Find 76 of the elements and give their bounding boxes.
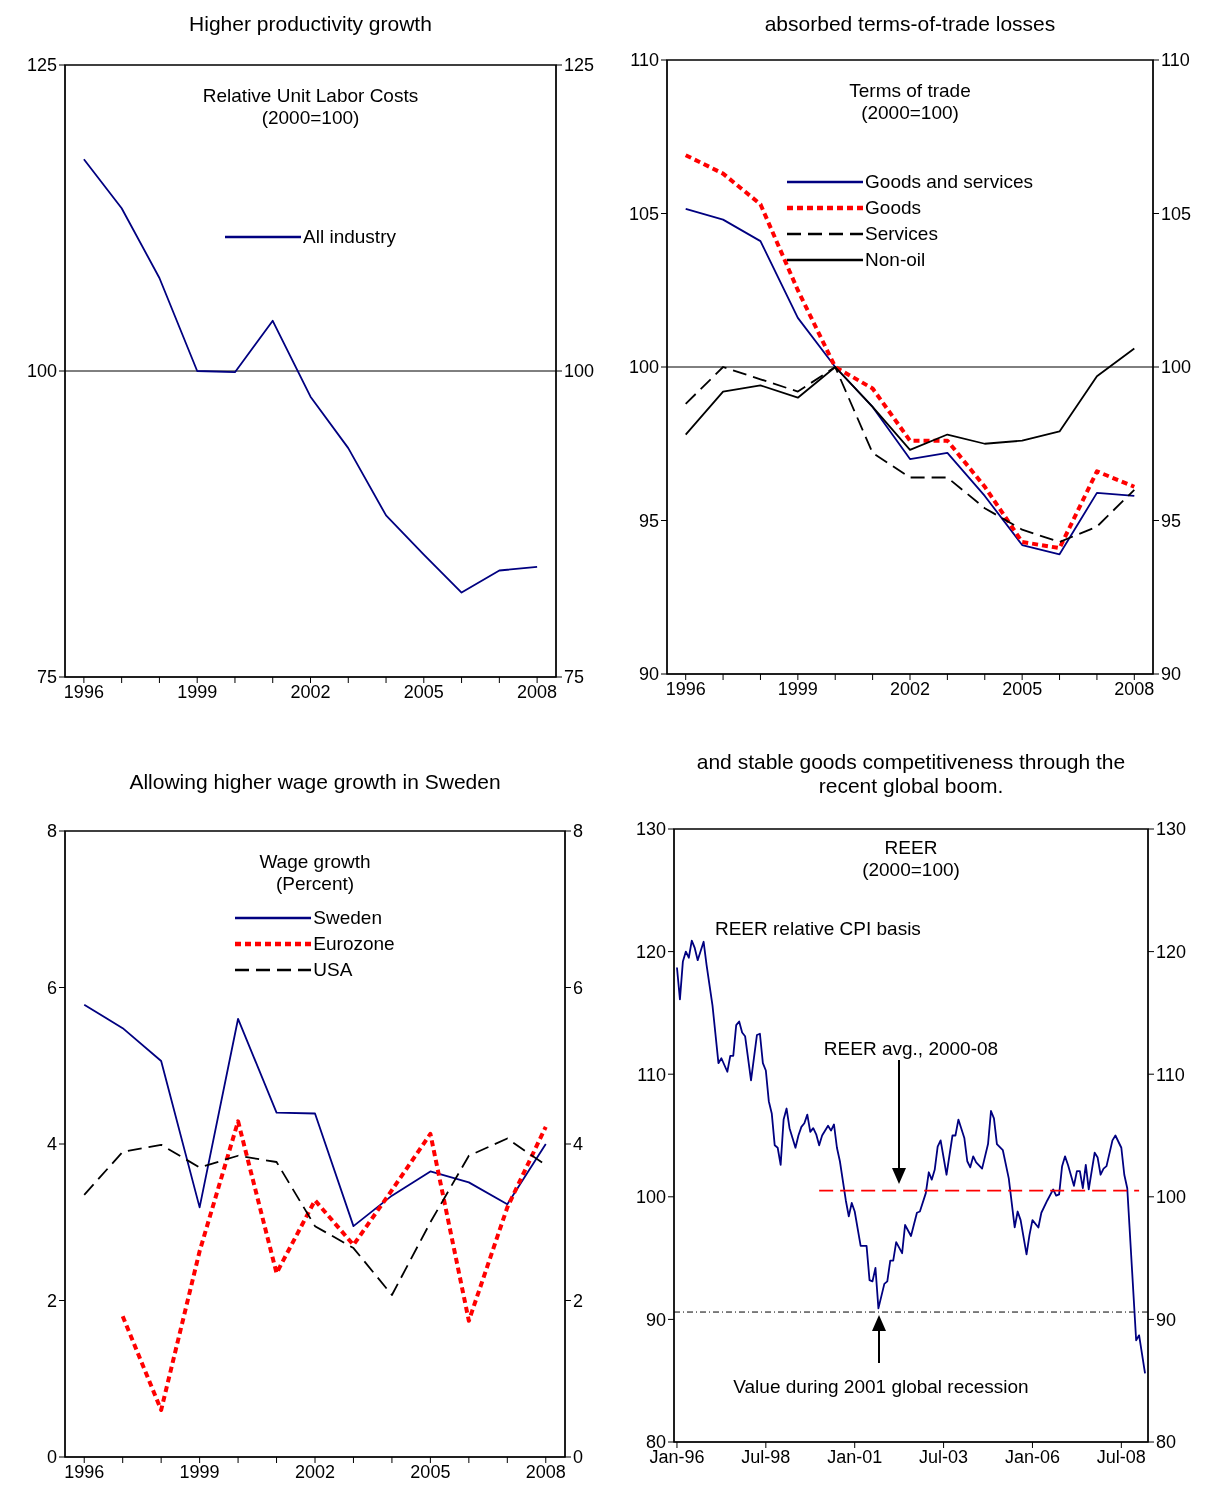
x-tick-label: 2002 bbox=[290, 681, 331, 702]
y-tick-label: 130 bbox=[635, 819, 666, 840]
x-tick-label: 2002 bbox=[889, 678, 931, 699]
annotation: REER avg., 2000-08 bbox=[822, 1038, 1000, 1060]
y-tick-label: 95 bbox=[638, 510, 659, 531]
x-tick-label: Jul-08 bbox=[1096, 1446, 1146, 1467]
y2-tick-label: 105 bbox=[1161, 203, 1192, 224]
annotation: REER (2000=100) bbox=[861, 837, 961, 881]
legend-title: Relative Unit Labor Costs (2000=100) bbox=[201, 85, 420, 129]
x-tick-label: 1999 bbox=[179, 1461, 220, 1482]
legend-label: Goods bbox=[865, 197, 922, 219]
legend-label: Sweden bbox=[313, 907, 382, 929]
legend-label: USA bbox=[313, 959, 353, 981]
y-tick-label: 4 bbox=[46, 1134, 57, 1155]
y2-tick-label: 8 bbox=[573, 821, 584, 842]
y-tick-label: 2 bbox=[46, 1290, 57, 1311]
y2-tick-label: 0 bbox=[573, 1447, 584, 1468]
y2-tick-label: 6 bbox=[573, 977, 584, 998]
legend-title: Wage growth (Percent) bbox=[258, 851, 372, 895]
legend-label: Non-oil bbox=[865, 249, 926, 271]
y2-tick-label: 100 bbox=[564, 361, 595, 382]
y2-tick-label: 130 bbox=[1156, 819, 1187, 840]
chart-title: and stable goods competitiveness through the recent global boom. bbox=[695, 750, 1127, 798]
x-tick-label: Jan-06 bbox=[1004, 1446, 1060, 1467]
x-tick-label: 1996 bbox=[665, 678, 706, 699]
y2-tick-label: 100 bbox=[1161, 357, 1192, 378]
x-tick-label: 2005 bbox=[403, 681, 444, 702]
y-tick-label: 100 bbox=[26, 361, 57, 382]
x-tick-label: 1999 bbox=[777, 678, 818, 699]
x-tick-label: 2008 bbox=[517, 681, 558, 702]
x-tick-label: Jul-03 bbox=[919, 1446, 969, 1467]
y2-tick-label: 110 bbox=[1161, 50, 1190, 71]
y2-tick-label: 125 bbox=[564, 55, 595, 76]
legend-label: All industry bbox=[303, 226, 396, 248]
legend-label: Goods and services bbox=[865, 171, 1033, 193]
y-tick-label: 8 bbox=[46, 821, 57, 842]
x-tick-label: 2008 bbox=[1114, 678, 1155, 699]
y-tick-label: 90 bbox=[638, 664, 659, 685]
y-tick-label: 0 bbox=[46, 1447, 57, 1468]
y-tick-label: 75 bbox=[36, 667, 57, 688]
y2-tick-label: 95 bbox=[1161, 510, 1182, 531]
y-tick-label: 90 bbox=[645, 1309, 666, 1330]
x-tick-label: 2005 bbox=[1002, 678, 1043, 699]
x-tick-label: 2005 bbox=[410, 1461, 451, 1482]
y-tick-label: 100 bbox=[628, 357, 659, 378]
y-tick-label: 125 bbox=[26, 55, 57, 76]
y2-tick-label: 2 bbox=[573, 1290, 584, 1311]
y2-tick-label: 4 bbox=[573, 1134, 584, 1155]
y-tick-label: 110 bbox=[637, 1064, 666, 1085]
x-tick-label: 1996 bbox=[64, 1461, 105, 1482]
x-tick-label: 2008 bbox=[525, 1461, 566, 1482]
y2-tick-label: 120 bbox=[1156, 941, 1187, 962]
legend-title: Terms of trade (2000=100) bbox=[848, 80, 972, 124]
chart-title: Allowing higher wage growth in Sweden bbox=[128, 770, 502, 794]
legend-label: Services bbox=[865, 223, 938, 245]
x-tick-label: 2002 bbox=[294, 1461, 336, 1482]
x-tick-label: Jul-98 bbox=[741, 1446, 791, 1467]
y-tick-label: 6 bbox=[46, 977, 57, 998]
legend-label: Eurozone bbox=[313, 933, 395, 955]
y2-tick-label: 100 bbox=[1156, 1187, 1187, 1208]
x-tick-label: 1996 bbox=[63, 681, 104, 702]
y-tick-label: 110 bbox=[630, 50, 659, 71]
y2-tick-label: 75 bbox=[564, 667, 585, 688]
x-tick-label: 1999 bbox=[177, 681, 218, 702]
annotation: Value during 2001 global recession bbox=[732, 1376, 1030, 1398]
x-tick-label: Jan-01 bbox=[827, 1446, 883, 1467]
y-tick-label: 120 bbox=[635, 941, 666, 962]
y2-tick-label: 80 bbox=[1156, 1432, 1177, 1453]
chart-title: absorbed terms-of-trade losses bbox=[763, 12, 1057, 36]
y2-tick-label: 90 bbox=[1156, 1309, 1177, 1330]
y-tick-label: 105 bbox=[628, 203, 659, 224]
chart-title: Higher productivity growth bbox=[188, 12, 433, 36]
y2-tick-label: 90 bbox=[1161, 664, 1182, 685]
y-tick-label: 100 bbox=[635, 1187, 666, 1208]
y2-tick-label: 110 bbox=[1156, 1064, 1185, 1085]
series-label: REER relative CPI basis bbox=[714, 918, 921, 939]
